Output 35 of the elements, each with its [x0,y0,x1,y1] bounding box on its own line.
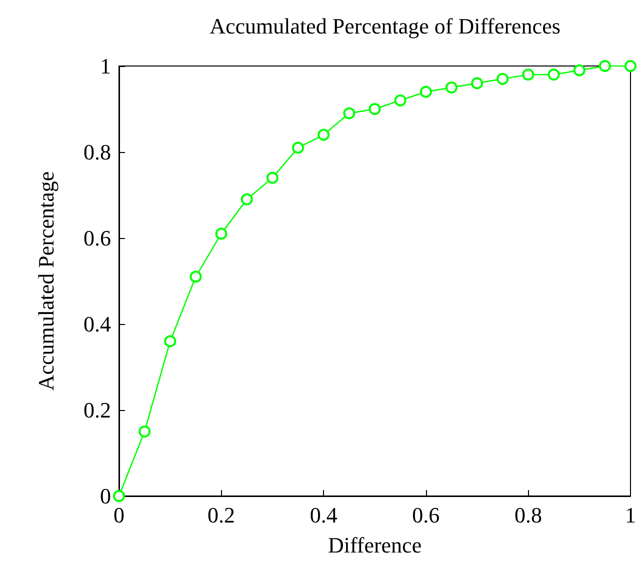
point [215,228,228,240]
x-tick-label: 0.8 [514,502,542,528]
point [266,172,278,184]
point [190,270,202,283]
point [598,60,611,72]
point [394,94,406,106]
x-tick-label: 0.4 [310,502,338,528]
chart-title: Accumulated Percentage of Differences [210,14,560,38]
y-tick-label: 0.4 [84,312,111,336]
point [420,86,432,98]
y-axis-title: Accumulated Percentage [34,171,58,391]
point [496,72,509,85]
point [522,68,534,81]
y-tick-label: 0.2 [84,398,111,422]
point [573,64,586,76]
point [368,103,381,115]
x-tick-label: 0.6 [412,502,440,528]
point [548,68,560,81]
point [343,107,356,120]
point [318,128,330,141]
y-tick-label: 1 [100,54,111,78]
point [471,77,484,90]
y-tick-label: 0.6 [84,226,111,250]
point [292,142,304,154]
x-axis-title: Difference [328,532,422,558]
point [624,60,636,72]
point [240,193,253,206]
point [164,335,176,348]
point [113,490,125,502]
y-tick-label: 0.8 [84,140,111,164]
y-tick-label: 0 [100,484,111,508]
x-tick-label: 1 [625,502,636,528]
x-tick-label: 0.2 [208,502,236,528]
point [445,82,458,94]
point [138,426,151,438]
